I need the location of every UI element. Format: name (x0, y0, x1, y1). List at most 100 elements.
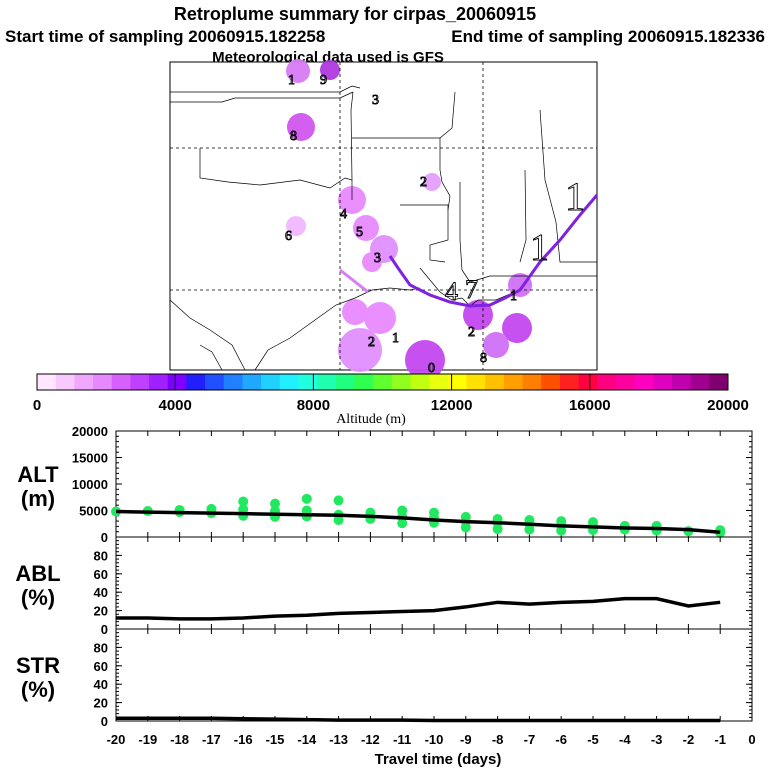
day-label: 8 (480, 351, 487, 366)
y-tick-label: 40 (94, 677, 108, 692)
day-label: 2 (368, 335, 375, 350)
colorbar-tick-label: 16000 (569, 397, 611, 414)
colorbar-swatch (671, 374, 692, 390)
end-time-label: End time of sampling 20060915.182336 (451, 27, 765, 46)
colorbar-swatch (130, 374, 150, 390)
day-label: 7 (465, 275, 478, 304)
x-tick-label: -13 (329, 732, 348, 747)
colorbar-swatch (578, 374, 598, 390)
colorbar-swatch (541, 374, 561, 390)
retroplume-map: 1 9 3 8 2 6 4 5 3 1 1 7 4 2 8 2 1 0 1 (169, 59, 599, 380)
colorbar-swatch (354, 374, 374, 390)
x-tick-label: -14 (297, 732, 317, 747)
x-tick-label: -11 (393, 732, 411, 747)
x-tick-label: -8 (492, 732, 504, 747)
x-tick-label: -3 (651, 732, 663, 747)
colorbar-swatch (149, 374, 169, 390)
colorbar-tick-label: 8000 (297, 397, 330, 414)
y-tick-label: 10000 (72, 477, 108, 492)
plume-day-labels: 1 9 3 8 2 6 4 5 3 1 1 7 4 2 8 2 1 0 1 (285, 73, 586, 377)
trajectory-path (388, 194, 599, 308)
y-tick-label: 40 (94, 585, 108, 600)
colorbar-swatch (391, 374, 412, 390)
day-label: 4 (445, 277, 458, 306)
alt-scatter-point (556, 516, 567, 527)
x-tick-label: -18 (170, 732, 189, 747)
alt-scatter-point (397, 505, 408, 516)
colorbar-swatch (634, 374, 654, 390)
colorbar-swatch (167, 374, 187, 390)
x-tick-label: -16 (234, 732, 253, 747)
day-label: 1 (510, 289, 517, 304)
colorbar-swatch (503, 374, 524, 390)
colorbar-swatch (373, 374, 393, 390)
colorbar-swatch (186, 374, 206, 390)
colorbar-swatch (223, 374, 243, 390)
alt-scatter-point (429, 507, 439, 518)
colorbar-swatch (55, 374, 75, 390)
x-tick-label: -6 (555, 732, 567, 747)
colorbar-swatch (522, 374, 542, 390)
day-label: 4 (340, 207, 347, 222)
x-tick-label: -5 (587, 732, 599, 747)
str-axis-unit: (%) (21, 677, 55, 702)
colorbar-label: Altitude (m) (336, 412, 406, 427)
abl-panel-frame (115, 536, 753, 630)
x-tick-label: -4 (619, 732, 631, 747)
map-grid (170, 62, 597, 370)
x-tick-label: -2 (683, 732, 695, 747)
y-tick-label: 5000 (79, 504, 108, 519)
alt-scatter-point (270, 498, 280, 509)
str-series-line (116, 716, 721, 723)
colorbar-swatch (615, 374, 636, 390)
abl-axis-unit: (%) (21, 585, 55, 610)
alt-scatter-point (588, 517, 598, 528)
day-label: 3 (372, 93, 379, 108)
day-label: 0 (428, 361, 435, 376)
day-label: 1 (530, 227, 549, 269)
main-title: Retroplume summary for cirpas_20060915 (174, 4, 536, 24)
alt-axis-label: ALT (17, 462, 59, 487)
colorbar-swatch (298, 374, 318, 390)
x-tick-label: -7 (524, 732, 536, 747)
y-tick-label: 60 (94, 567, 108, 582)
y-tick-label: 0 (101, 622, 108, 637)
y-tick-label: 20000 (72, 424, 108, 439)
x-tick-label: 0 (748, 732, 755, 747)
x-tick-label: -9 (460, 732, 472, 747)
x-tick-label: -15 (266, 732, 285, 747)
colorbar-swatch (205, 374, 225, 390)
start-time-label: Start time of sampling 20060915.182258 (5, 27, 325, 46)
day-label: 5 (356, 225, 363, 240)
trajectory-branch (339, 268, 369, 294)
colorbar-swatch (93, 374, 113, 390)
alt-scatter-point (460, 511, 471, 522)
colorbar-swatch (261, 374, 281, 390)
colorbar-tick-label: 0 (33, 397, 41, 414)
day-label: 3 (374, 251, 381, 266)
alt-series-line (115, 509, 721, 534)
colorbar-swatch (559, 374, 580, 390)
y-tick-label: 80 (94, 640, 108, 655)
str-panel-frame (115, 628, 753, 722)
y-tick-label: 20 (94, 604, 108, 619)
altitude-colorbar: 0 4000 8000 12000 16000 20000 (33, 373, 749, 414)
colorbar-swatch (37, 374, 57, 390)
map-borders (169, 85, 597, 371)
colorbar-swatch (317, 374, 337, 390)
x-tick-label: -19 (138, 732, 157, 747)
timeseries-panels: 05000100001500020000ALT(m)020406080ABL(%… (15, 424, 755, 768)
colorbar-swatch (653, 374, 673, 390)
colorbar-swatch (111, 374, 131, 390)
colorbar-swatch (335, 374, 355, 390)
alt-axis-unit: (m) (21, 486, 55, 511)
colorbar-swatch (709, 374, 729, 390)
colorbar-tick-label: 12000 (431, 397, 473, 414)
x-tick-label: -10 (425, 732, 444, 747)
y-tick-label: 15000 (72, 451, 108, 466)
colorbar-swatch (410, 374, 430, 390)
alt-scatter-point (301, 493, 312, 504)
plume-footprints (286, 59, 532, 380)
colorbar-swatch (74, 374, 94, 390)
